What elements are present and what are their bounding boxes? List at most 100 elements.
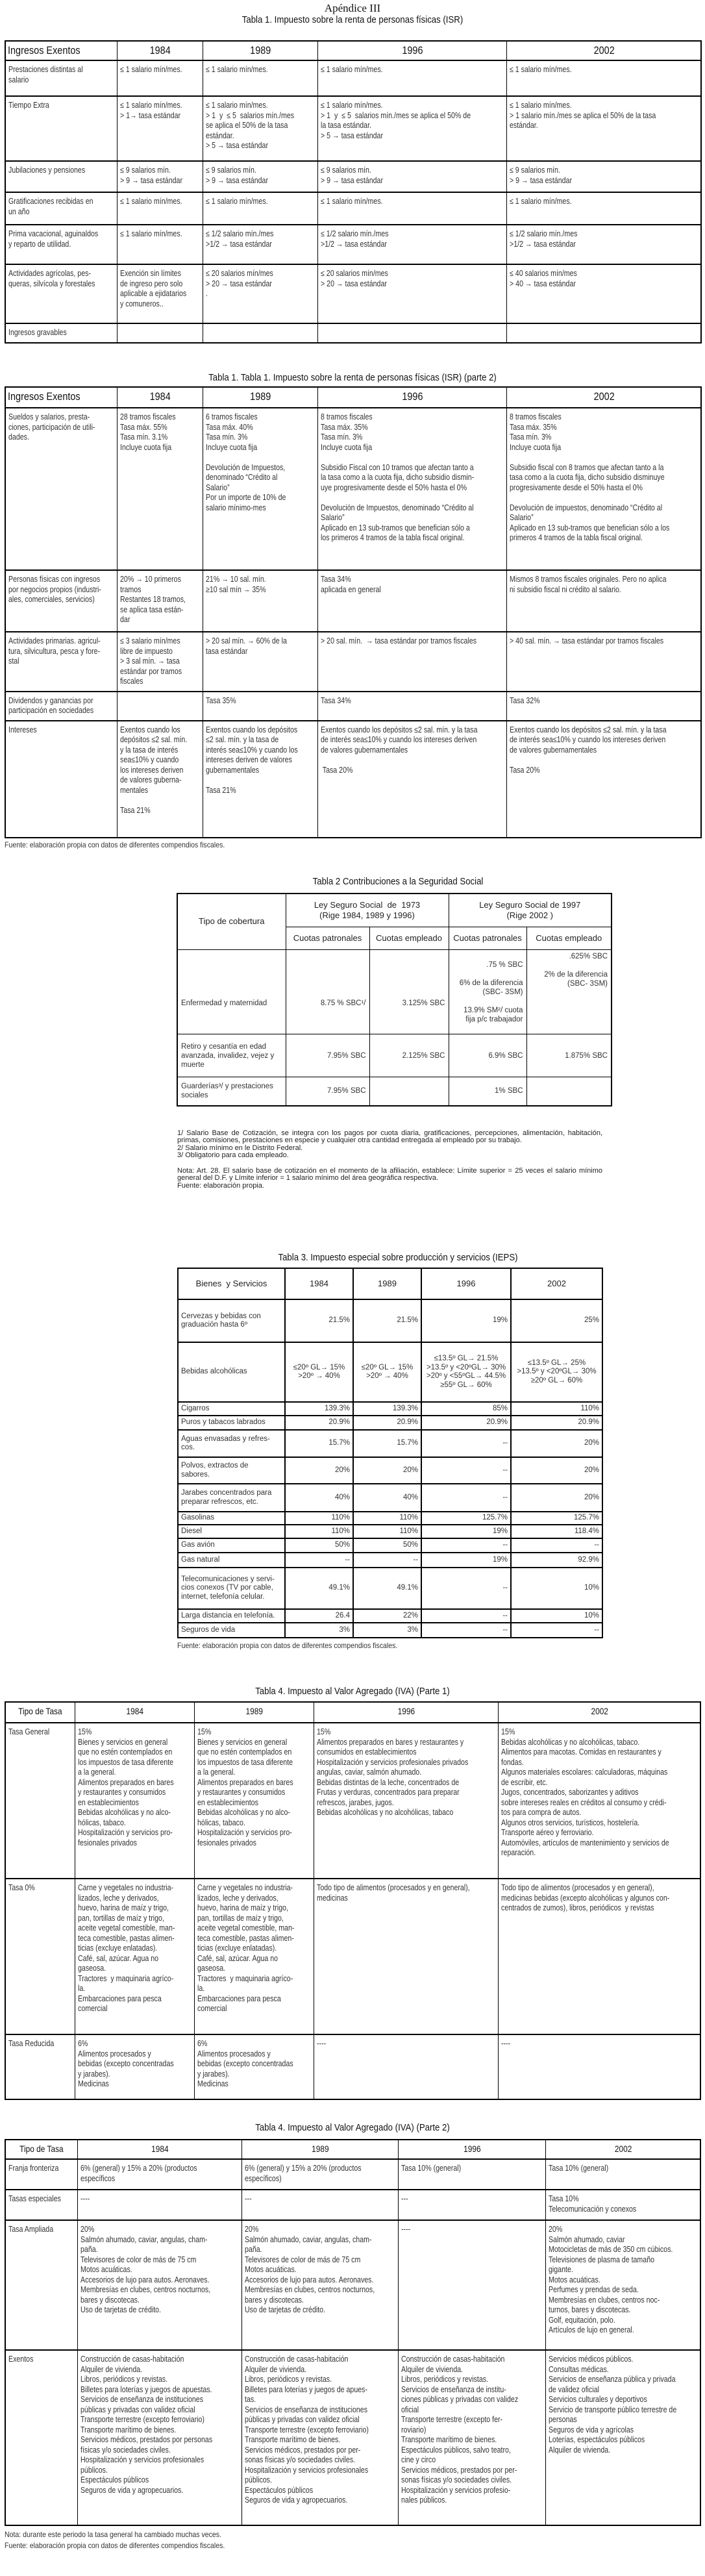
cell: Tasa 34% aplicada en general [317,569,507,632]
row-label: Cigarros [177,1401,286,1416]
cell-text: ≤ 1 salario mín/mes. [119,197,182,206]
cell-text: Intereses [8,725,37,734]
cell-text: 1996 [397,1706,415,1716]
subheader: Cuotas patronales [285,927,370,950]
table-row: Tasa 0% Carne y vegetales no industria- l… [5,1878,701,2035]
cell: Todo tipo de alimentos (procesados y en … [313,1878,499,2035]
cell: ≤ 1 salario mín/mes. [506,60,702,97]
cell-text: 1984 [151,2144,169,2154]
cell: 10% [510,1608,603,1623]
cell-text: Exentos cuando los depósitos ≤2 sal. mín… [320,725,477,775]
cell: ≤ 1 salario mín/mes. [116,192,203,225]
row-label: Exentos [5,2349,78,2526]
cell: 25% [510,1299,603,1343]
cell: 110% [284,1511,354,1525]
cell: ≤ 1 salario mín/mes. [506,192,702,225]
table-1-isr: Ingresos Exentos 1984 1989 1996 2002 Prestaci… [5,40,702,344]
cell: 20% [510,1483,603,1512]
cell: ≤ 3 salario mín/mes libre de impuesto > … [116,631,203,692]
row-label: Prima vacacional, aguinaldos y reparto d… [5,224,117,265]
cell-text: Servicios médicos públicos. Consultas mé… [548,2355,676,2455]
table-row: Jarabes concentrados para preparar refre… [177,1483,603,1512]
table-row: Actividades agrícolas, pes- queras, silv… [5,264,702,324]
cell: ≤ 20 salarios mín/mes > 20 → tasa estánd… [317,264,507,324]
cell: ≤ 1 salario mín/mes. [116,60,203,97]
row-label: Retiro y cesantía en edad avanzada, inva… [177,1034,286,1077]
cell: Exentos cuando los depósitos ≤2 sal. mín… [202,719,318,838]
coverage-header: Tipo de cobertura [177,893,286,950]
cell-text: ≤ 20 salarios mín/mes > 20 → tasa estánd… [205,269,273,298]
cell: -- [352,1552,422,1568]
table-2-notes: 1/ Salario Base de Cotización, se integr… [177,1129,602,1190]
cell [202,323,318,344]
cell-text: Personas físicas con ingresos por negoci… [8,575,101,604]
year-header-2002: 2002 [506,40,702,61]
cell: 19% [421,1299,512,1343]
table-4a-title: Tabla 4. Impuesto al Valor Agregado (IVA… [255,1686,450,1697]
cell-text: > 40 sal. mín. → tasa estándar por tramo… [509,636,663,645]
row-label: Tiempo Extra [5,95,117,162]
cell-text: 2002 [593,390,615,403]
table-3-source: Fuente: elaboración propia con datos de … [177,1641,398,1650]
cell: -- [510,1538,603,1553]
cell: -- [421,1483,512,1512]
cell-text: Prestaciones distintas al salario [8,65,83,84]
cell: ≤ 9 salarios mín. > 9 → tasa estándar [317,160,507,193]
row-label: Diesel [177,1524,286,1539]
row-header: Bienes y Servicios [177,1268,286,1300]
cell: ≤ 9 salarios mín. > 9 → tasa estándar [116,160,203,193]
cell: ---- [77,2189,242,2221]
table-4b-source: Fuente: elaboración propia con datos de … [5,2541,225,2550]
cell: ≤ 1 salario mín/mes. > 1 y ≤ 5 salarios … [317,95,507,162]
cell-text: Ingresos Exentos [8,390,80,403]
cell: Tasa 10% Telecomunicación y conexos [545,2189,701,2221]
table-row: Exentos Construcción de casas-habitación … [5,2349,701,2526]
table-row: Diesel 110% 110% 19% 118.4% [177,1524,603,1539]
cell-text: 6% (general) y 15% a 20% (productos espe… [244,2164,362,2183]
cell-text: ≤ 1 salario mín/mes. > 1 salario mín./me… [509,101,656,130]
cell: 118.4% [510,1524,603,1539]
subheader: Cuotas empleado [369,927,449,950]
cell: Servicios médicos públicos. Consultas mé… [545,2349,701,2526]
cell-text: Dividendos y ganancias por participación… [8,695,94,716]
row-label: Actividades primarias. agricul- tura, si… [5,631,117,692]
cell-text: Tasa Reducida [8,2039,55,2048]
cell-text: Actividades primarias. agricul- tura, si… [8,636,101,666]
cell: 125.7% [510,1511,603,1525]
cell-text: Tasa 0% [8,1883,35,1892]
cell: 40% [352,1483,422,1512]
cell-text: 20% Salmón ahumado, caviar, angulas, cha… [244,2225,375,2314]
table-row: Guarderías³/ y prestaciones sociales 7.9… [177,1077,612,1106]
cell: 50% [352,1538,422,1553]
table-3-ieps: Bienes y Servicios 1984 1989 1996 2002 Cervez… [177,1268,603,1638]
cell: 50% [284,1538,354,1553]
table-row: Intereses Exentos cuando los depósitos ≤2… [5,719,702,838]
table-row: Aguas envasadas y refres- cos. 15.7% 15.7%… [177,1429,603,1458]
table-2-title: Tabla 2 Contribuciones a la Seguridad So… [312,875,484,887]
cell-text: Construcción de casas-habitación Alquile… [401,2355,518,2505]
cell-text: 8 tramos fiscales Tasa máx. 35% Tasa mín… [509,412,669,542]
cell: > 40 sal. mín. → tasa estándar por tramo… [506,631,702,692]
cell-text: ≤ 1 salario mín/mes. [509,65,572,74]
cell-text: Mismos 8 tramos fiscales originales. Per… [509,575,667,594]
cell: 6% (general) y 15% a 20% (productos espe… [77,2158,242,2190]
cell-text: 15% Bebidas alcohólicas y no alcohólicas… [501,1727,669,1857]
table-row: Tasas especiales ---- --- --- Tasa 10% Telec… [5,2189,701,2221]
cell: 92.9% [510,1552,603,1568]
cell: ≤13.5º GL→ 21.5% >13.5º y <20ºGL→ 30% >2… [421,1342,512,1403]
cell [116,323,203,344]
cell: ≤ 9 salarios mín. > 9 → tasa estándar [506,160,702,193]
cell [317,323,507,344]
cell-text: Exentos cuando los depósitos ≤2 sal. mín… [205,725,298,795]
table-row: Tasa General 15% Bienes y servicios en ge… [5,1722,701,1879]
year-header-1996: 1996 [421,1268,512,1300]
cell: 110% [510,1401,603,1416]
subheader: Cuotas patronales [448,927,527,950]
cell: -- [421,1538,512,1553]
row-label: Tasas especiales [5,2189,78,2221]
cell-text: ≤ 1 salario mín/mes. [119,65,182,74]
cell-text: Todo tipo de alimentos (procesados y en … [316,1883,470,1903]
cell: Tasa 10% (general) [397,2158,546,2190]
cell-text: ≤ 3 salario mín/mes libre de impuesto > … [119,636,182,686]
cell: Construcción de casas-habitación Alquile… [397,2349,546,2526]
